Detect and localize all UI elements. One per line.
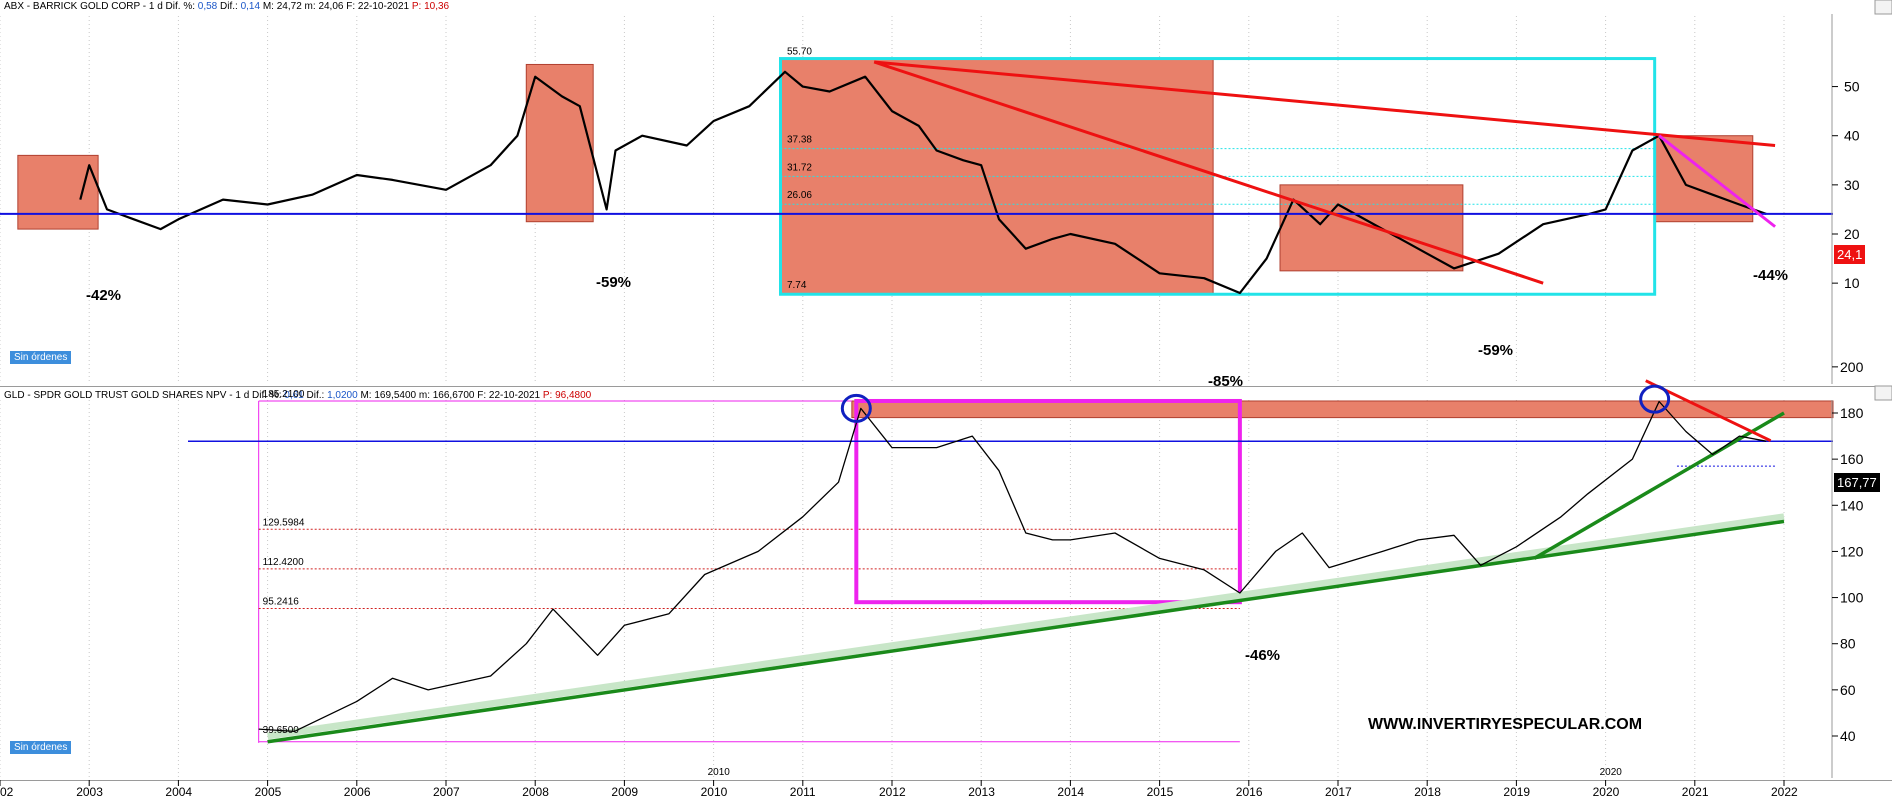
top-chart: 55.70 37.38 31.72 26.06 7.74 -42% -59% -85% -59%… — [0, 16, 1833, 390]
top-max: 24,72 — [276, 1, 302, 12]
scroll-up-icon-bottom — [1874, 385, 1892, 401]
scroll-up-icon — [1874, 0, 1892, 15]
x-tick-label: 2007 — [433, 785, 460, 799]
x-tick-label: 2018 — [1414, 785, 1441, 799]
top-drawdown-box — [525, 63, 594, 223]
top-level-label: 26.06 — [787, 190, 812, 201]
bottom-y-tick-label: 200 — [1840, 359, 1864, 375]
bottom-pct-label: -46% — [1245, 647, 1280, 664]
bottom-resistance-band — [851, 400, 1834, 419]
top-date: 22-10-2021 — [357, 1, 410, 12]
bottom-y-tick-label: 160 — [1840, 451, 1864, 467]
x-tick-label: 2021 — [1682, 785, 1709, 799]
top-panel-header: ABX - BARRICK GOLD CORP - 1 d Dif. %: 0,… — [4, 1, 450, 12]
watermark: WWW.INVERTIRYESPECULAR.COM — [1368, 716, 1643, 733]
bottom-panel-header: GLD - SPDR GOLD TRUST GOLD SHARES NPV - … — [4, 390, 592, 401]
top-price-line — [79, 70, 1767, 295]
x-tick-label: 2013 — [968, 785, 995, 799]
top-y-tick-label: 50 — [1844, 79, 1860, 95]
bottom-y-tick-label: 140 — [1840, 497, 1864, 513]
bottom-timeframe: 1 d — [235, 390, 250, 401]
top-pct-label: -59% — [1478, 342, 1513, 359]
top-pct-label: -44% — [1753, 267, 1788, 284]
bottom-peak-circle-2 — [1639, 384, 1671, 414]
top-y-tick-label: 30 — [1844, 177, 1860, 193]
x-tick-label: 2006 — [344, 785, 371, 799]
x-tick-label: 2011 — [790, 785, 816, 799]
top-drawdown-box — [1654, 135, 1754, 223]
top-timeframe: 1 d — [148, 1, 163, 12]
bottom-dif: 1,0200 — [327, 390, 358, 401]
top-red-trend-1 — [874, 60, 1776, 148]
bottom-dif-pct: 0,61 — [284, 390, 304, 401]
bottom-y-tick-label: 120 — [1840, 543, 1864, 559]
bottom-level-label: 95.2416 — [263, 597, 300, 608]
top-magenta-trend — [1658, 134, 1777, 228]
top-level-label: 7.74 — [787, 280, 807, 291]
x-tick-label: 2010 — [701, 785, 728, 799]
bottom-green-trend-long — [267, 519, 1785, 744]
bottom-date: 22-10-2021 — [488, 390, 541, 401]
x-tick-label: 2016 — [1236, 785, 1263, 799]
bottom-max: 169,5400 — [374, 390, 417, 401]
bottom-year-marker: 2010 — [708, 767, 731, 778]
top-symbol: ABX - BARRICK GOLD CORP — [4, 1, 140, 12]
bottom-orders-badge[interactable]: Sin órdenes — [10, 741, 72, 754]
x-tick-label: 2017 — [1325, 785, 1352, 799]
bottom-min: 166,6700 — [432, 390, 475, 401]
top-pct-label: -85% — [1208, 373, 1243, 390]
x-tick-label: 2009 — [611, 785, 638, 799]
top-y-tick-label: 40 — [1844, 128, 1860, 144]
x-tick-label: 2022 — [1771, 785, 1798, 799]
bottom-level-label: 39.6500 — [263, 725, 300, 736]
top-pct-label: -42% — [86, 287, 121, 304]
top-y-tick-label: 20 — [1844, 226, 1860, 242]
top-red-trend-2 — [873, 60, 1544, 285]
bottom-y-tick-label: 80 — [1840, 636, 1856, 652]
top-level-label: 31.72 — [787, 162, 812, 173]
top-level-label: 55.70 — [787, 47, 812, 58]
top-drawdown-box — [17, 154, 99, 230]
bottom-p: 96,4800 — [555, 390, 592, 401]
bottom-price-line — [258, 400, 1767, 733]
top-y-tick-label: 10 — [1844, 275, 1860, 291]
x-tick-label: 02 — [0, 785, 14, 799]
x-tick-label: 2014 — [1057, 785, 1084, 799]
bottom-chart: 185.2100 129.5984 112.4200 95.2416 39.6500 -4… — [0, 379, 1834, 778]
bottom-price-label: 167,77 — [1834, 473, 1880, 492]
top-p: 10,36 — [424, 1, 450, 12]
x-tick-label: 2015 — [1147, 785, 1174, 799]
x-tick-label: 2020 — [1593, 785, 1620, 799]
x-tick-label: 2004 — [165, 785, 192, 799]
x-tick-label: 2008 — [522, 785, 549, 799]
bottom-level-label: 129.5984 — [263, 517, 305, 528]
bottom-y-tick-label: 40 — [1840, 728, 1856, 744]
bottom-y-tick-label: 100 — [1840, 590, 1864, 606]
top-price-label: 24,1 — [1834, 245, 1866, 264]
top-pct-label: -59% — [596, 274, 631, 291]
top-dif-pct: 0,58 — [197, 1, 218, 12]
bottom-y-tick-label: 180 — [1840, 405, 1864, 421]
bottom-year-marker: 2020 — [1600, 767, 1623, 778]
bottom-magenta-box — [854, 398, 1242, 605]
x-tick-label: 2012 — [879, 785, 906, 799]
bottom-symbol: GLD - SPDR GOLD TRUST GOLD SHARES NPV — [4, 390, 227, 401]
top-min: 24,06 — [318, 1, 344, 12]
bottom-green-shadow — [267, 513, 1785, 740]
x-tick-label: 2003 — [76, 785, 103, 799]
x-tick-label: 2005 — [255, 785, 282, 799]
x-tick-label: 2019 — [1503, 785, 1530, 799]
top-level-label: 37.38 — [787, 135, 812, 146]
top-orders-badge[interactable]: Sin órdenes — [10, 351, 72, 364]
top-dif: 0,14 — [240, 1, 261, 12]
bottom-y-tick-label: 60 — [1840, 682, 1856, 698]
bottom-peak-circle-1 — [840, 393, 872, 423]
bottom-level-label: 185.2100 — [263, 389, 305, 400]
x-axis-separator — [0, 780, 1892, 781]
bottom-level-label: 112.4200 — [263, 557, 304, 568]
panel-separator — [0, 386, 1892, 387]
